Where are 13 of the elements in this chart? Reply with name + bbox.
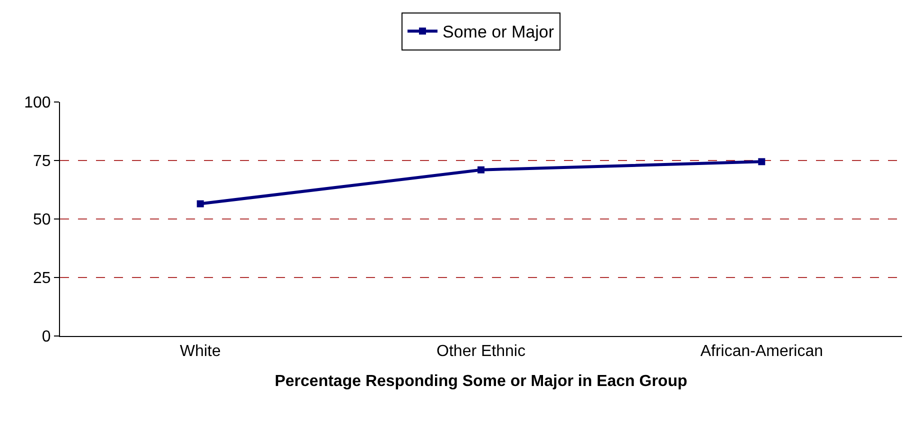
y-tick-label: 25 (33, 270, 51, 288)
x-axis-title: Percentage Responding Some or Major in Eacn Group (274, 372, 688, 390)
y-tick-label: 50 (33, 212, 51, 229)
point (478, 166, 484, 174)
x-tick-label: White (180, 343, 221, 360)
x-tick-label: Other Ethnic (436, 343, 526, 360)
y-tick-label: 75 (33, 153, 51, 170)
x-tick-label: African-American (700, 343, 824, 360)
y-tick-label: 100 (24, 94, 51, 112)
y-tick-label: 0 (42, 328, 51, 346)
point (196, 200, 204, 208)
point (758, 158, 766, 166)
legend-label: Some or Major (442, 22, 554, 42)
